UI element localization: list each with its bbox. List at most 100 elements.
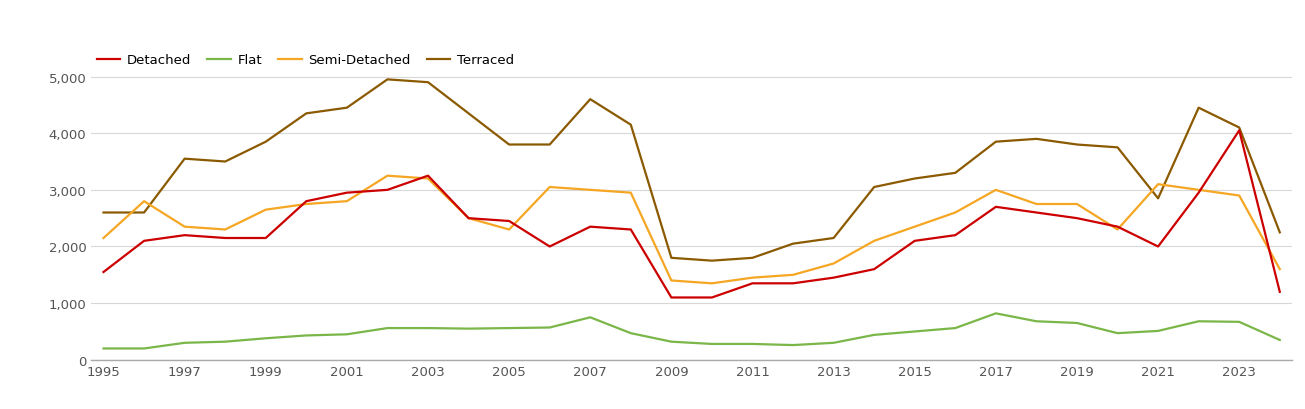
Terraced: [988, 140, 1004, 145]
Flat: [622, 331, 638, 336]
Line: Detached: Detached: [103, 131, 1280, 298]
Flat: [1150, 329, 1165, 334]
Flat: [218, 339, 234, 344]
Semi-Detached: [339, 199, 355, 204]
Detached: [420, 174, 436, 179]
Terraced: [95, 211, 111, 216]
Terraced: [542, 143, 557, 148]
Semi-Detached: [826, 261, 842, 266]
Semi-Detached: [1232, 193, 1248, 198]
Flat: [988, 311, 1004, 316]
Flat: [1191, 319, 1207, 324]
Line: Flat: Flat: [103, 314, 1280, 348]
Detached: [582, 225, 598, 229]
Detached: [705, 295, 720, 300]
Terraced: [420, 81, 436, 85]
Detached: [1232, 128, 1248, 133]
Semi-Detached: [542, 185, 557, 190]
Flat: [1069, 321, 1084, 326]
Semi-Detached: [1109, 227, 1125, 232]
Terraced: [176, 157, 192, 162]
Semi-Detached: [1069, 202, 1084, 207]
Terraced: [1272, 230, 1288, 235]
Flat: [947, 326, 963, 331]
Semi-Detached: [258, 208, 274, 213]
Semi-Detached: [745, 276, 761, 281]
Terraced: [705, 258, 720, 263]
Flat: [1028, 319, 1044, 324]
Detached: [867, 267, 882, 272]
Semi-Detached: [663, 279, 679, 283]
Terraced: [1069, 143, 1084, 148]
Terraced: [745, 256, 761, 261]
Terraced: [663, 256, 679, 261]
Semi-Detached: [947, 211, 963, 216]
Flat: [663, 339, 679, 344]
Detached: [1150, 245, 1165, 249]
Semi-Detached: [786, 273, 801, 278]
Terraced: [907, 177, 923, 182]
Flat: [745, 342, 761, 346]
Flat: [258, 336, 274, 341]
Detached: [988, 205, 1004, 210]
Flat: [420, 326, 436, 331]
Terraced: [786, 242, 801, 247]
Detached: [299, 199, 315, 204]
Semi-Detached: [1272, 267, 1288, 272]
Detached: [95, 270, 111, 275]
Terraced: [339, 106, 355, 111]
Flat: [95, 346, 111, 351]
Terraced: [1028, 137, 1044, 142]
Flat: [1109, 331, 1125, 336]
Line: Terraced: Terraced: [103, 80, 1280, 261]
Flat: [299, 333, 315, 338]
Detached: [1109, 225, 1125, 229]
Terraced: [622, 123, 638, 128]
Terraced: [299, 112, 315, 117]
Terraced: [582, 97, 598, 102]
Semi-Detached: [867, 239, 882, 244]
Flat: [1272, 338, 1288, 343]
Flat: [826, 341, 842, 346]
Terraced: [826, 236, 842, 241]
Detached: [786, 281, 801, 286]
Flat: [705, 342, 720, 346]
Detached: [663, 295, 679, 300]
Detached: [136, 239, 151, 244]
Flat: [786, 343, 801, 348]
Semi-Detached: [705, 281, 720, 286]
Terraced: [1232, 126, 1248, 130]
Flat: [867, 333, 882, 337]
Semi-Detached: [299, 202, 315, 207]
Flat: [380, 326, 395, 331]
Detached: [907, 239, 923, 244]
Semi-Detached: [176, 225, 192, 229]
Flat: [501, 326, 517, 331]
Detached: [461, 216, 476, 221]
Semi-Detached: [136, 199, 151, 204]
Semi-Detached: [501, 227, 517, 232]
Flat: [542, 325, 557, 330]
Line: Semi-Detached: Semi-Detached: [103, 176, 1280, 283]
Detached: [745, 281, 761, 286]
Semi-Detached: [582, 188, 598, 193]
Detached: [1028, 211, 1044, 216]
Semi-Detached: [218, 227, 234, 232]
Terraced: [1109, 146, 1125, 151]
Terraced: [136, 211, 151, 216]
Semi-Detached: [420, 177, 436, 182]
Legend: Detached, Flat, Semi-Detached, Terraced: Detached, Flat, Semi-Detached, Terraced: [91, 49, 519, 72]
Semi-Detached: [380, 174, 395, 179]
Terraced: [867, 185, 882, 190]
Terraced: [380, 78, 395, 83]
Detached: [1272, 290, 1288, 294]
Terraced: [218, 160, 234, 164]
Detached: [218, 236, 234, 241]
Semi-Detached: [622, 191, 638, 196]
Semi-Detached: [907, 225, 923, 229]
Detached: [542, 245, 557, 249]
Terraced: [1150, 196, 1165, 201]
Detached: [176, 233, 192, 238]
Semi-Detached: [461, 216, 476, 221]
Semi-Detached: [1191, 188, 1207, 193]
